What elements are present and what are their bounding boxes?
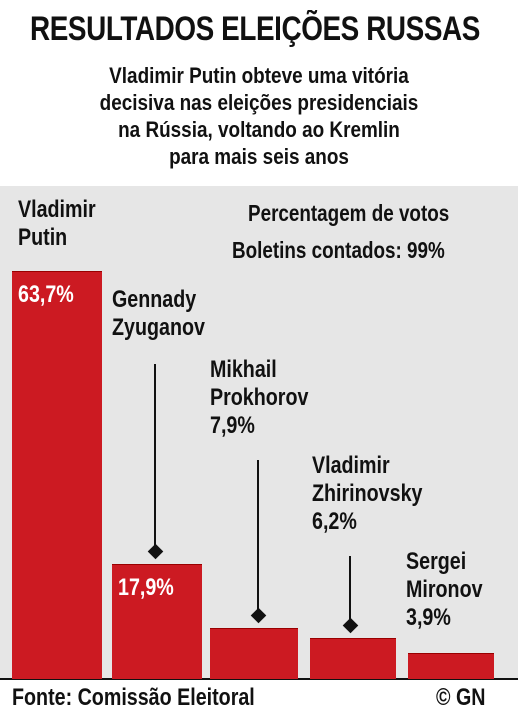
category-label: Mikhail Prokhorov bbox=[210, 356, 309, 411]
baseline bbox=[0, 678, 518, 680]
bar bbox=[310, 638, 396, 679]
credit: © GN bbox=[436, 684, 486, 711]
category-label: Gennady Zyuganov bbox=[112, 286, 205, 341]
bar bbox=[12, 270, 102, 679]
subtitle-box: Vladimir Putin obteve uma vitória decisi… bbox=[0, 62, 518, 170]
pointer-line bbox=[257, 460, 259, 616]
value-label: 7,9% bbox=[210, 412, 255, 439]
source: Fonte: Comissão Eleitoral bbox=[12, 684, 255, 711]
value-label: 3,9% bbox=[406, 604, 451, 631]
value-label: 63,7% bbox=[18, 280, 74, 308]
unit-label: Percentagem de votos bbox=[248, 200, 450, 226]
value-label: 17,9% bbox=[118, 573, 174, 601]
counted-label: Boletins contados: 99% bbox=[232, 237, 445, 263]
value-label: 6,2% bbox=[312, 508, 357, 535]
bar bbox=[112, 563, 202, 679]
category-label: Vladimir Putin bbox=[18, 196, 96, 251]
pointer-line bbox=[349, 556, 351, 627]
bar bbox=[210, 627, 298, 679]
subtitle: Vladimir Putin obteve uma vitória decisi… bbox=[99, 63, 419, 169]
bar bbox=[408, 653, 494, 679]
category-label: Sergei Mironov bbox=[406, 548, 483, 603]
category-label: Vladimir Zhirinovsky bbox=[312, 452, 423, 507]
title: RESULTADOS ELEIÇÕES RUSSAS bbox=[30, 10, 480, 48]
pointer-line bbox=[154, 364, 156, 552]
